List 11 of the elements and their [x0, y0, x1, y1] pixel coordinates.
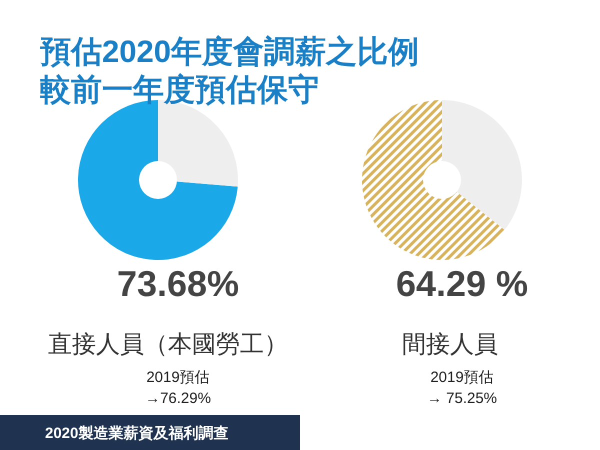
data-label: 73.68%	[116, 263, 240, 304]
data-label: 64.29 %	[396, 263, 528, 304]
chart-subtitle: 較前一年度預估保守	[40, 72, 319, 107]
text: 2019預估	[146, 369, 210, 386]
text: → 75.25%	[426, 390, 498, 407]
text: 2019預估	[430, 369, 494, 386]
text: 直接人員（本國勞工）	[48, 331, 288, 358]
text: 間接人員	[402, 331, 498, 358]
text: →76.29%	[145, 390, 211, 407]
chart-title: 預估2020年度會調薪之比例	[40, 34, 419, 69]
text: 2020製造業薪資及福利調查	[45, 424, 228, 442]
